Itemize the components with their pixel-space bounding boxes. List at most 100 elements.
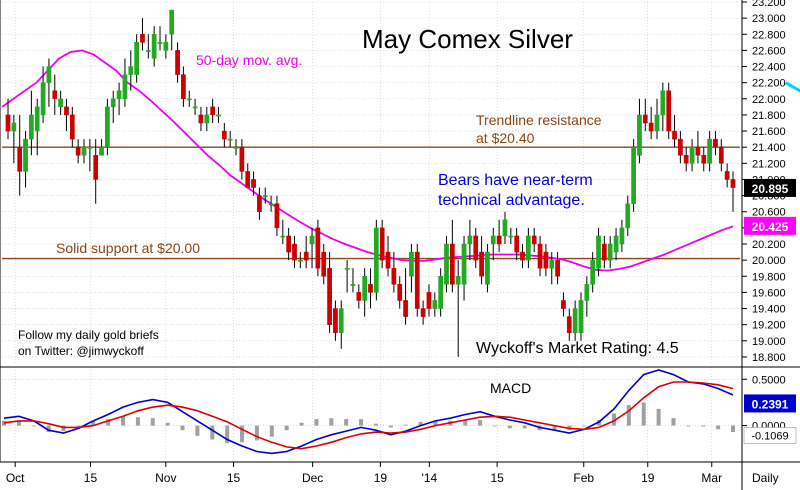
candle (163, 34, 169, 59)
macd-histogram-bar (269, 425, 274, 437)
candle-body (432, 300, 438, 309)
macd-histogram-bar (478, 420, 483, 426)
x-tick-label: Feb (573, 471, 594, 485)
candle (420, 300, 426, 325)
macd-histogram-bar (210, 425, 215, 440)
macd-histogram-bar (284, 425, 289, 431)
candle-body (17, 146, 23, 172)
x-tick-label: Nov (155, 471, 176, 485)
candle (251, 171, 256, 196)
candle (648, 106, 654, 140)
candle-body (116, 90, 122, 100)
candle-body (724, 171, 730, 180)
candle-body (683, 155, 689, 164)
candle-body (397, 284, 403, 301)
candle-body (526, 235, 531, 261)
macd-histogram-bar (121, 416, 126, 426)
candle-body (678, 138, 683, 156)
candle-body (444, 243, 449, 285)
candle-body (257, 195, 262, 212)
candle (227, 131, 233, 148)
candle (391, 252, 397, 293)
candle (660, 82, 666, 132)
price-tags: 20.895 20.425 0.2391 -0.1069 (743, 178, 797, 444)
candle-body (145, 50, 151, 52)
candle-body (414, 251, 420, 309)
macd-title: MACD (490, 380, 532, 396)
candle (718, 139, 724, 172)
macd-value-tag: 0.2391 (752, 397, 789, 411)
macd-line (3, 369, 734, 455)
y-tick-label: 20.000 (752, 255, 786, 267)
candle-body (403, 300, 408, 317)
candle (531, 227, 537, 253)
y-tick-label: 22.000 (752, 94, 786, 106)
y-tick-label: 22.600 (752, 45, 786, 57)
candle (356, 284, 362, 309)
macd-histogram-bar (240, 425, 245, 443)
candle (642, 98, 648, 132)
candle-body (23, 138, 28, 172)
candle-body (157, 42, 163, 44)
candle (713, 131, 718, 156)
candle (134, 34, 139, 83)
candle (128, 50, 134, 91)
candle (403, 268, 408, 325)
candle (292, 235, 297, 269)
candle (672, 114, 677, 148)
candle-body (175, 50, 180, 75)
macd-histogram-bar (225, 425, 230, 444)
macd-histogram-bar (2, 420, 6, 426)
candle-body (572, 308, 578, 333)
candle-body (467, 235, 473, 245)
candle-body (93, 155, 99, 180)
candle (5, 98, 11, 140)
candle-body (122, 74, 128, 100)
macd-histogram-bar (344, 419, 349, 426)
candle (40, 66, 46, 123)
y-tick-label: 21.600 (752, 126, 786, 138)
candle-body (198, 114, 204, 124)
candle-body (555, 259, 560, 277)
candle-body (689, 146, 695, 164)
candle-body (64, 106, 69, 116)
candle (192, 98, 198, 115)
candle-body (46, 66, 52, 83)
last-price-tag: 20.895 (752, 182, 789, 196)
candle (116, 82, 122, 115)
candle-body (543, 251, 549, 269)
y-tick-label: 22.400 (752, 62, 786, 74)
y-tick-label: 20.200 (752, 239, 786, 251)
candle-body (450, 243, 455, 285)
candle (526, 227, 531, 269)
candle (707, 131, 712, 172)
candle (233, 139, 239, 156)
candle-body (619, 227, 625, 245)
candle (46, 58, 52, 107)
candle-body (333, 308, 338, 333)
macd-histogram-bar (522, 425, 527, 429)
candle (309, 227, 315, 269)
candle (561, 292, 566, 317)
macd-histogram-bar (731, 425, 735, 433)
candle-body (210, 106, 215, 116)
x-tick-label: '14 (422, 471, 438, 485)
candle-body (566, 316, 572, 333)
x-tick-label: 15 (84, 471, 98, 485)
candle-body (105, 106, 110, 148)
candle (373, 219, 379, 301)
candle (467, 219, 473, 261)
candle (110, 90, 116, 123)
macd-histogram-bar (656, 408, 661, 426)
candle-body (181, 74, 186, 100)
macd-histogram-bar (373, 423, 378, 426)
candle-body (221, 130, 227, 140)
rating-annotation: Wyckoff's Market Rating: 4.5 (476, 340, 679, 357)
moving-average-label: 50-day mov. avg. (196, 52, 303, 68)
support-annotation: Solid support at $20.00 (56, 240, 200, 256)
candle-body (268, 203, 274, 206)
candle (216, 106, 221, 123)
candle (490, 227, 496, 261)
candle-body (29, 114, 34, 140)
follow-annotation-line-2: on Twitter: @jimwyckoff (18, 344, 144, 358)
